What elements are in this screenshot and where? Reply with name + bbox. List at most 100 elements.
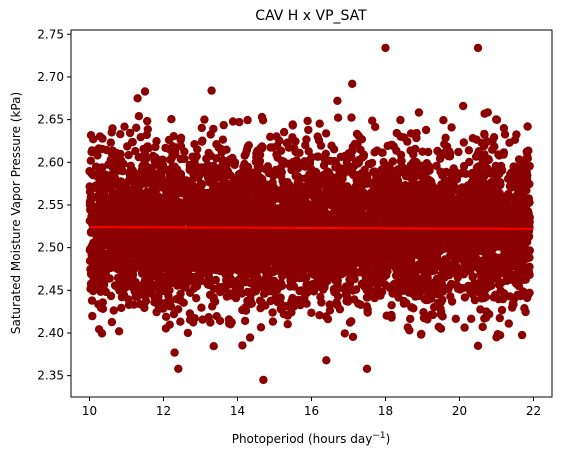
data-point — [97, 329, 107, 338]
data-point — [315, 119, 324, 128]
data-point — [389, 142, 398, 151]
data-point — [283, 181, 292, 190]
data-point — [446, 292, 455, 301]
data-point — [117, 303, 126, 313]
data-point — [525, 288, 534, 297]
data-point — [412, 128, 421, 138]
data-point — [98, 134, 107, 143]
data-point — [296, 300, 305, 310]
data-point — [409, 304, 418, 313]
data-point — [419, 308, 428, 317]
data-point — [275, 136, 284, 145]
data-point — [143, 116, 152, 126]
data-point — [494, 280, 504, 289]
data-point — [185, 163, 195, 172]
data-point — [307, 165, 316, 174]
data-point — [282, 139, 291, 148]
data-point — [353, 159, 362, 168]
data-point — [347, 113, 356, 122]
data-point — [134, 112, 144, 121]
data-point — [268, 317, 278, 326]
data-point — [240, 316, 250, 326]
data-point — [460, 261, 469, 270]
data-point — [289, 143, 299, 153]
data-point — [478, 322, 487, 332]
data-point — [228, 117, 238, 126]
data-point — [107, 317, 117, 327]
data-point — [88, 311, 97, 321]
data-point — [343, 182, 352, 191]
data-point — [144, 274, 153, 283]
data-point — [255, 173, 265, 182]
data-point — [441, 133, 450, 142]
data-point — [467, 314, 476, 323]
data-point — [192, 294, 201, 303]
data-point — [227, 155, 236, 164]
data-point — [273, 285, 282, 294]
data-point — [258, 116, 268, 125]
data-point — [266, 132, 275, 141]
data-point — [190, 140, 199, 149]
data-point — [215, 173, 225, 182]
data-point — [256, 323, 266, 332]
data-point — [204, 271, 213, 281]
data-point — [479, 141, 489, 151]
data-point — [109, 306, 119, 315]
data-point — [404, 182, 414, 191]
data-point — [442, 142, 452, 151]
data-point — [304, 147, 313, 156]
data-point — [504, 319, 513, 328]
data-point — [370, 293, 379, 303]
data-point — [405, 326, 414, 335]
data-point — [212, 154, 221, 163]
data-point — [350, 295, 359, 304]
data-point — [356, 145, 365, 154]
data-point — [86, 156, 96, 165]
data-point — [370, 148, 379, 157]
data-point — [459, 270, 468, 279]
data-point — [513, 290, 522, 300]
data-point — [309, 287, 319, 296]
data-point — [523, 122, 532, 131]
data-point — [386, 282, 396, 292]
data-point — [209, 342, 218, 351]
chart-title: CAV H x VP_SAT — [255, 8, 367, 24]
data-point — [325, 300, 334, 309]
data-point — [156, 172, 166, 181]
data-point — [261, 164, 270, 174]
data-point — [135, 300, 145, 309]
data-point — [411, 272, 421, 282]
data-point — [302, 280, 311, 289]
data-point — [350, 139, 360, 149]
data-point — [152, 137, 161, 146]
data-point — [421, 125, 431, 135]
data-point — [98, 304, 108, 313]
data-point — [438, 295, 447, 304]
data-point — [208, 302, 217, 311]
data-point — [315, 311, 324, 320]
data-point — [87, 283, 96, 293]
data-point — [161, 143, 170, 153]
data-point — [468, 272, 477, 282]
data-point — [300, 293, 309, 303]
data-point — [174, 305, 183, 314]
data-point — [235, 117, 244, 127]
data-point — [268, 267, 277, 276]
data-point — [157, 183, 166, 192]
data-point — [329, 145, 339, 154]
data-point — [245, 333, 255, 342]
data-point — [421, 219, 430, 228]
data-point — [265, 277, 275, 287]
data-point — [219, 120, 228, 130]
data-point — [348, 286, 358, 295]
data-point — [333, 113, 343, 122]
data-point — [209, 124, 218, 134]
data-point — [303, 116, 312, 126]
data-point — [360, 179, 370, 188]
data-point — [460, 293, 470, 302]
data-point — [397, 156, 406, 166]
data-point — [202, 154, 211, 163]
data-point — [225, 289, 234, 298]
data-point — [285, 282, 295, 291]
